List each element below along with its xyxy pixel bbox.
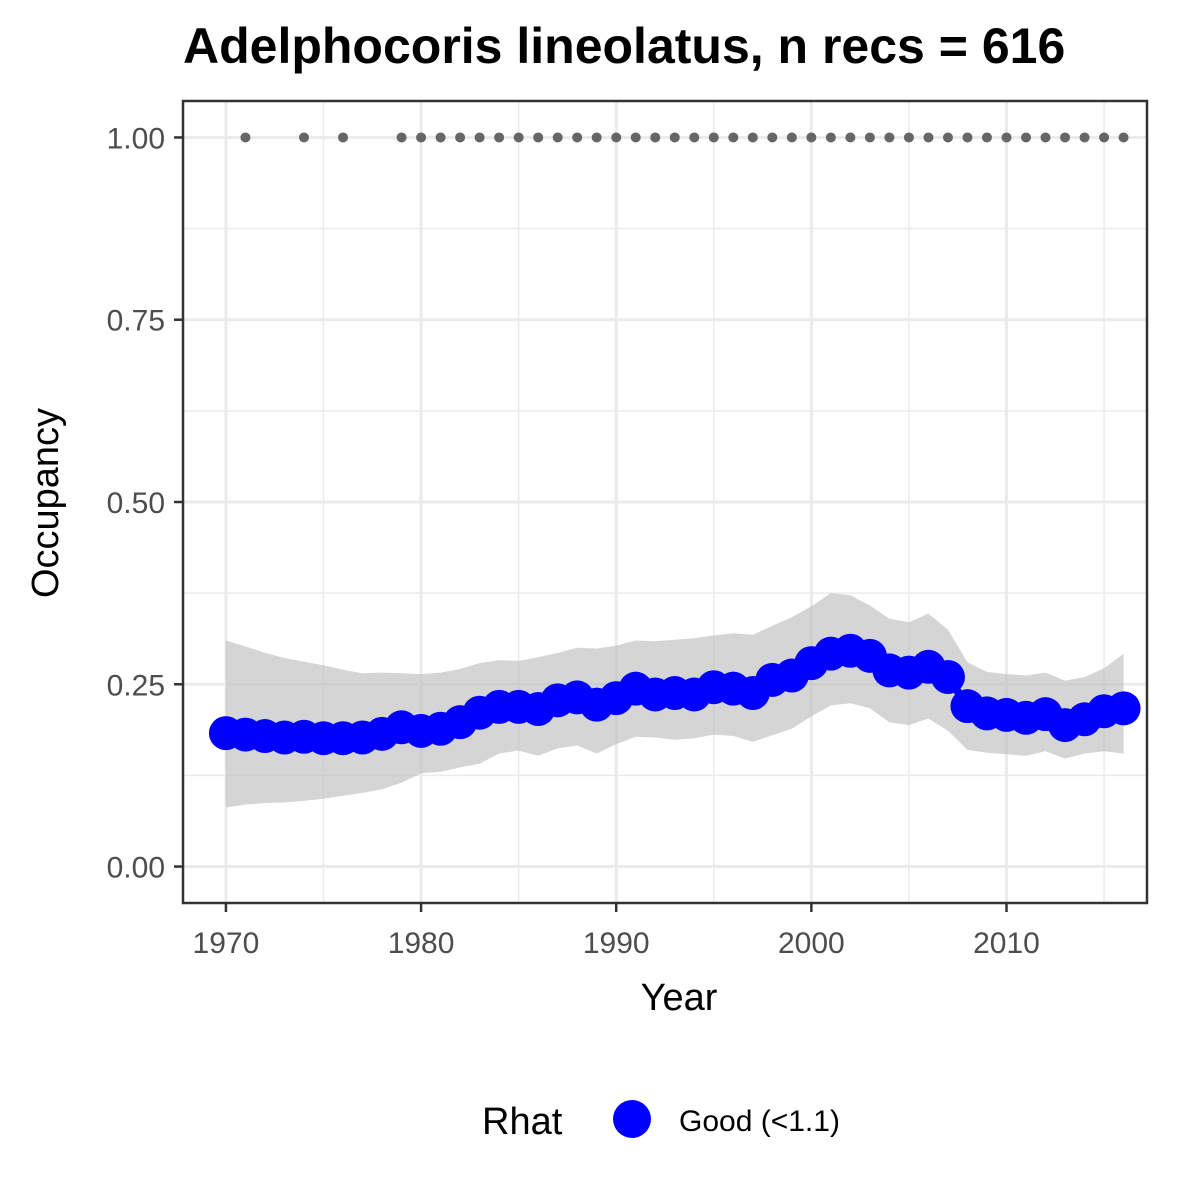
record-point bbox=[1021, 132, 1032, 143]
legend-label: Good (<1.1) bbox=[679, 1105, 840, 1138]
record-point bbox=[825, 132, 836, 143]
x-axis-title: Year bbox=[641, 977, 718, 1019]
record-point bbox=[1040, 132, 1051, 143]
record-point bbox=[572, 132, 583, 143]
record-point bbox=[1099, 132, 1110, 143]
record-point bbox=[552, 132, 563, 143]
record-point bbox=[416, 132, 427, 143]
occupancy-point bbox=[1106, 691, 1141, 726]
y-axis: 0.00 0.25 0.50 0.75 1.00 bbox=[107, 122, 183, 885]
x-tick-label: 1990 bbox=[583, 927, 650, 960]
record-point bbox=[669, 132, 680, 143]
x-tick-label: 2010 bbox=[973, 927, 1040, 960]
y-tick-label: 0.75 bbox=[107, 305, 165, 338]
record-points bbox=[240, 132, 1129, 143]
record-point bbox=[923, 132, 934, 143]
y-tick-label: 1.00 bbox=[107, 122, 165, 155]
record-point bbox=[747, 132, 758, 143]
legend-key bbox=[613, 1100, 651, 1138]
record-point bbox=[845, 132, 856, 143]
record-point bbox=[728, 132, 739, 143]
record-point bbox=[689, 132, 700, 143]
record-point bbox=[981, 132, 992, 143]
record-point bbox=[942, 132, 953, 143]
y-tick-label: 0.25 bbox=[107, 669, 165, 702]
record-point bbox=[298, 132, 309, 143]
record-point bbox=[1001, 132, 1012, 143]
record-point bbox=[435, 132, 446, 143]
record-point bbox=[1079, 132, 1090, 143]
x-tick-label: 1970 bbox=[193, 927, 260, 960]
y-tick-label: 0.00 bbox=[107, 852, 165, 885]
occupancy-point bbox=[930, 659, 965, 694]
record-point bbox=[611, 132, 622, 143]
record-point bbox=[650, 132, 661, 143]
record-point bbox=[767, 132, 778, 143]
record-point bbox=[455, 132, 466, 143]
record-point bbox=[338, 132, 349, 143]
record-point bbox=[884, 132, 895, 143]
record-point bbox=[903, 132, 914, 143]
legend: Rhat Good (<1.1) bbox=[482, 1100, 840, 1143]
record-point bbox=[474, 132, 485, 143]
legend-title: Rhat bbox=[482, 1101, 563, 1143]
x-tick-label: 2000 bbox=[778, 927, 845, 960]
occupancy-series bbox=[208, 633, 1141, 756]
y-tick-label: 0.50 bbox=[107, 487, 165, 520]
record-point bbox=[533, 132, 544, 143]
record-point bbox=[806, 132, 817, 143]
x-tick-label: 1980 bbox=[388, 927, 455, 960]
record-point bbox=[240, 132, 251, 143]
record-point bbox=[864, 132, 875, 143]
y-axis-title: Occupancy bbox=[25, 408, 67, 598]
record-point bbox=[630, 132, 641, 143]
record-point bbox=[708, 132, 719, 143]
record-point bbox=[396, 132, 407, 143]
record-point bbox=[513, 132, 524, 143]
x-axis: 1970 1980 1990 2000 2010 bbox=[193, 903, 1040, 960]
chart-title: Adelphocoris lineolatus, n recs = 616 bbox=[183, 18, 1065, 74]
record-point bbox=[962, 132, 973, 143]
record-point bbox=[494, 132, 505, 143]
record-point bbox=[1060, 132, 1071, 143]
plot-panel bbox=[181, 99, 1149, 905]
record-point bbox=[786, 132, 797, 143]
record-point bbox=[1118, 132, 1129, 143]
record-point bbox=[591, 132, 602, 143]
